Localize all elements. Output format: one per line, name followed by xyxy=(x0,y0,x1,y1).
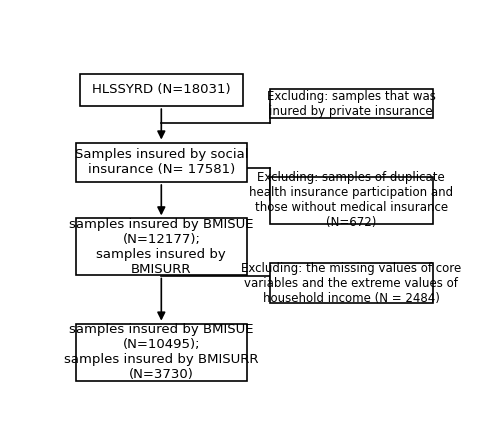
Text: samples insured by BMISUE
(N=12177);
samples insured by
BMISURR: samples insured by BMISUE (N=12177); sam… xyxy=(69,218,254,276)
Text: Excluding: samples of duplicate
health insurance participation and
those without: Excluding: samples of duplicate health i… xyxy=(249,172,453,229)
FancyBboxPatch shape xyxy=(270,263,432,303)
Text: HLSSYRD (N=18031): HLSSYRD (N=18031) xyxy=(92,83,230,96)
FancyBboxPatch shape xyxy=(76,142,246,182)
FancyBboxPatch shape xyxy=(270,89,432,118)
FancyBboxPatch shape xyxy=(80,73,242,106)
Text: Excluding: samples that was
inured by private insurance: Excluding: samples that was inured by pr… xyxy=(267,90,436,118)
Text: Excluding: the missing values of core
variables and the extreme values of
househ: Excluding: the missing values of core va… xyxy=(241,262,462,305)
FancyBboxPatch shape xyxy=(270,177,432,224)
FancyBboxPatch shape xyxy=(76,324,246,381)
Text: Samples insured by social
insurance (N= 17581): Samples insured by social insurance (N= … xyxy=(74,148,248,177)
FancyBboxPatch shape xyxy=(76,219,246,276)
Text: samples insured by BMISUE
(N=10495);
samples insured by BMISURR
(N=3730): samples insured by BMISUE (N=10495); sam… xyxy=(64,323,258,381)
